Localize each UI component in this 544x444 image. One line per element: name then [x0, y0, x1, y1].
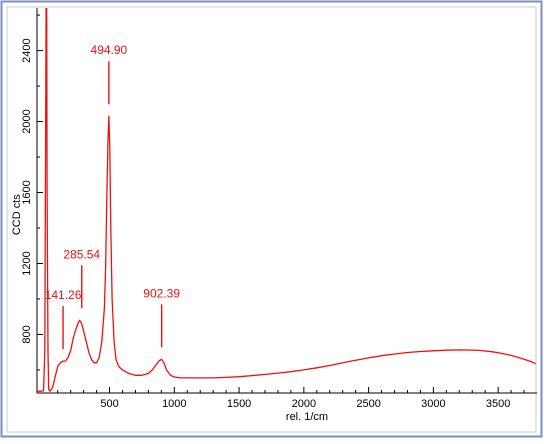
- x-tick-label: 3500: [486, 398, 510, 410]
- peak-label: 902.39: [143, 286, 180, 300]
- peak-label: 285.54: [63, 247, 100, 261]
- inner-frame: [6, 6, 537, 433]
- peak-label: 141.26: [45, 288, 82, 302]
- x-tick-label: 2500: [356, 398, 380, 410]
- y-tick-label: 800: [21, 325, 33, 343]
- x-tick-label: 500: [100, 398, 118, 410]
- x-axis-label: rel. 1/cm: [286, 411, 328, 423]
- x-tick-label: 3000: [421, 398, 445, 410]
- peak-label: 494.90: [91, 43, 128, 57]
- y-axis-label: CCD cts: [11, 194, 23, 235]
- x-tick-label: 1500: [227, 398, 251, 410]
- spectrum-series-line: [37, 8, 536, 392]
- x-tick-label: 1000: [162, 398, 186, 410]
- x-tick-label: 2000: [292, 398, 316, 410]
- plot-layer: 800 1200 1600 2000 2400 500 1000 1500 2000 2500 30…: [11, 8, 537, 423]
- y-tick-label: 2400: [21, 38, 33, 62]
- y-tick-label: 2000: [21, 109, 33, 133]
- y-tick-label: 1200: [21, 251, 33, 275]
- y-tick-label: 1600: [21, 180, 33, 204]
